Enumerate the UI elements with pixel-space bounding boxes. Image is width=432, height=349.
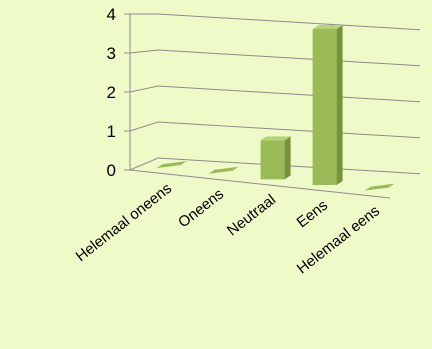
x-tick-label: Oneens: [175, 186, 227, 232]
bar: [364, 183, 395, 191]
y-tick-label: 4: [107, 5, 116, 24]
bar: [312, 29, 337, 186]
bar: [156, 161, 187, 169]
axes: [124, 13, 391, 199]
x-axis-line: [129, 169, 391, 199]
bar: [208, 166, 239, 174]
bar-top: [260, 136, 291, 141]
y-tick-label: 2: [107, 83, 116, 102]
y-tick-label: 3: [107, 44, 116, 63]
gridline: [129, 121, 421, 139]
bar-side: [284, 136, 291, 180]
bar-side: [336, 25, 343, 186]
bars: [156, 25, 395, 191]
x-tick-label: Helemaal oneens: [73, 180, 175, 265]
gridline: [130, 13, 421, 31]
y-tick-label: 1: [107, 122, 116, 141]
x-tick-label: Eens: [294, 197, 331, 231]
gridline: [129, 85, 421, 103]
gridline: [129, 49, 421, 67]
y-tick-label: 0: [107, 161, 116, 180]
bar-top: [312, 25, 343, 30]
bar: [260, 140, 285, 180]
x-tick-label: Neutraal: [224, 191, 279, 239]
